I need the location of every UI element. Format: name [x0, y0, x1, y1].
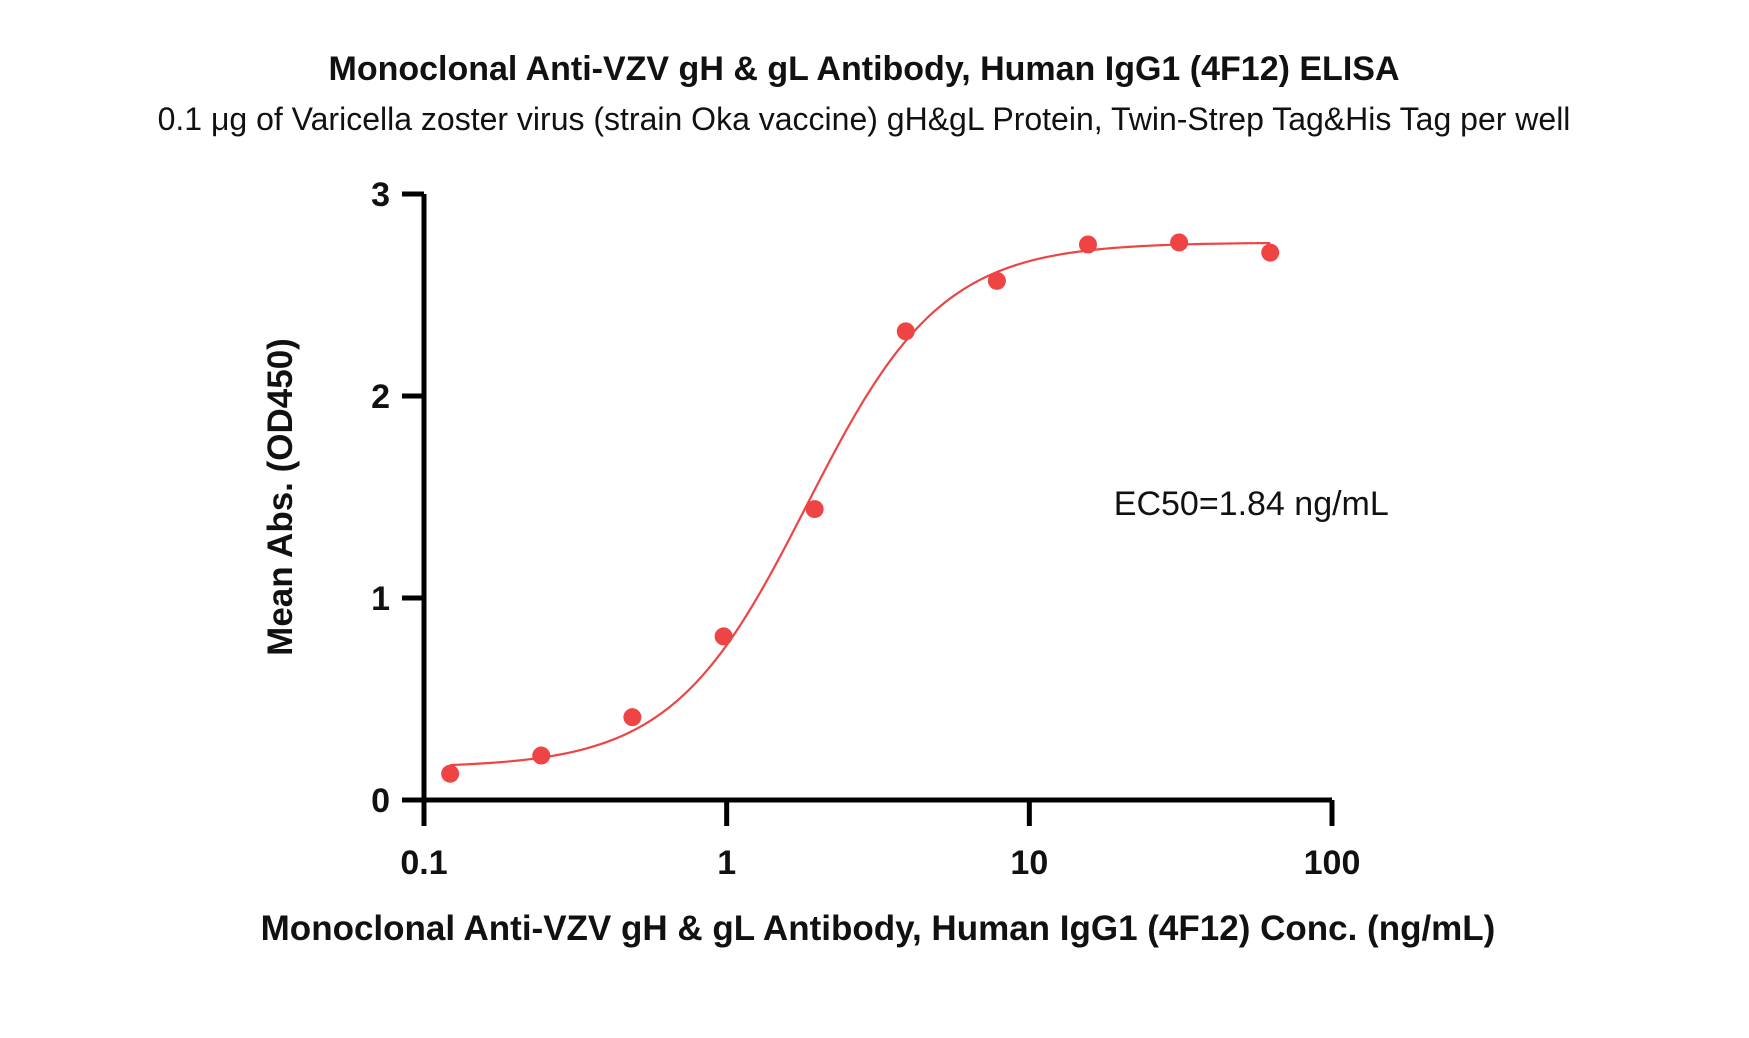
- data-point: [623, 708, 642, 727]
- x-axis-label: Monoclonal Anti-VZV gH & gL Antibody, Hu…: [261, 909, 1496, 948]
- data-point: [896, 322, 915, 341]
- data-point: [441, 764, 460, 783]
- x-axis: 0.1 1 10 100: [400, 797, 1361, 882]
- y-tick-label: 1: [371, 580, 390, 618]
- ec50-annotation: EC50=1.84 ng/mL: [1114, 485, 1389, 523]
- data-point: [805, 500, 824, 519]
- y-tick-label: 2: [371, 378, 390, 416]
- x-tick-label: 1: [717, 844, 736, 882]
- data-point: [1261, 243, 1280, 262]
- fit-curve-layer: [450, 241, 1271, 767]
- fit-curve: [450, 241, 1271, 767]
- data-point: [1078, 235, 1097, 254]
- data-point: [1170, 233, 1189, 252]
- y-tick-label: 0: [371, 782, 390, 820]
- chart-subtitle: 0.1 μg of Varicella zoster virus (strain…: [158, 101, 1571, 137]
- data-point: [532, 746, 551, 765]
- data-point: [714, 627, 733, 646]
- x-tick-label: 100: [1304, 844, 1361, 882]
- data-points-layer: [441, 233, 1280, 783]
- y-axis: 0 1 2 3: [371, 176, 427, 820]
- chart-title: Monoclonal Anti-VZV gH & gL Antibody, Hu…: [329, 50, 1400, 88]
- y-axis-label: Mean Abs. (OD450): [261, 338, 300, 656]
- y-tick-label: 3: [371, 176, 390, 214]
- data-point: [987, 271, 1006, 290]
- x-tick-label: 10: [1010, 844, 1048, 882]
- x-tick-label: 0.1: [400, 844, 447, 882]
